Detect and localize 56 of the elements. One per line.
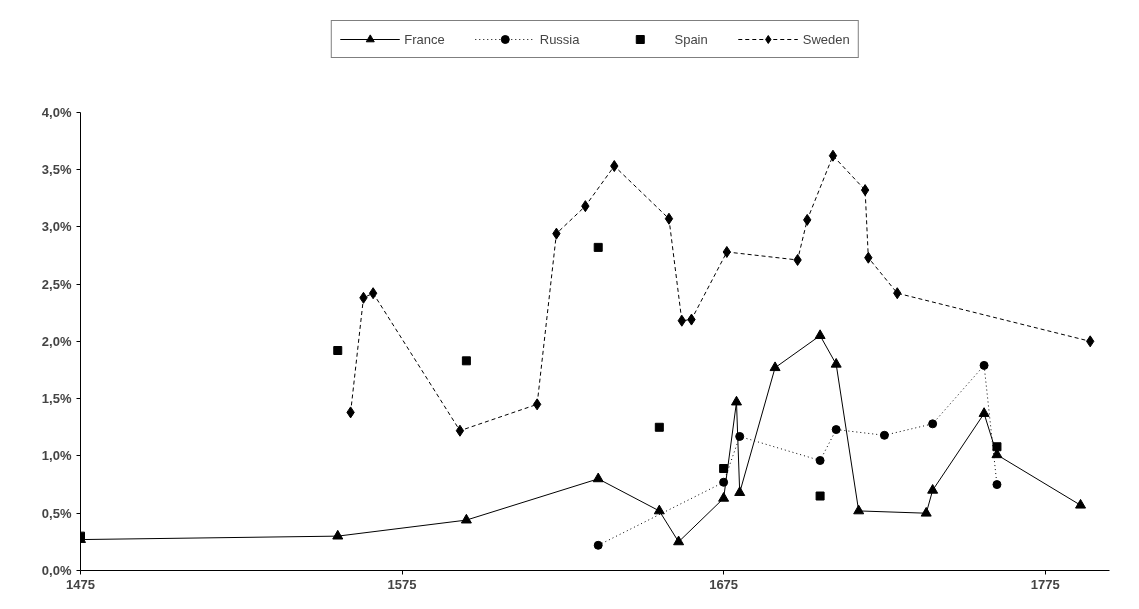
point <box>828 149 838 162</box>
y-tick-label: 2,0% <box>41 333 72 349</box>
point <box>814 329 826 339</box>
point <box>333 346 343 355</box>
point <box>928 419 938 429</box>
point <box>735 431 745 441</box>
point <box>879 430 889 440</box>
point <box>992 442 1002 452</box>
point <box>734 486 746 496</box>
point <box>815 491 825 501</box>
point <box>992 480 1002 490</box>
point <box>455 424 465 437</box>
point <box>673 535 685 546</box>
point <box>654 422 664 432</box>
point <box>664 212 674 225</box>
y-tick-label: 1,5% <box>41 391 72 407</box>
legend-label: Russia <box>539 31 580 47</box>
point <box>719 477 729 487</box>
legend-label: Spain <box>674 31 708 47</box>
point <box>769 361 781 372</box>
y-tick-label: 3,0% <box>41 219 72 235</box>
point <box>532 398 542 411</box>
point <box>831 425 841 435</box>
y-tick-label: 0,5% <box>41 505 72 521</box>
point <box>718 492 730 502</box>
x-tick-label: 1575 <box>387 576 417 592</box>
point <box>461 356 471 366</box>
y-tick-label: 1,0% <box>41 448 72 464</box>
point <box>592 472 604 483</box>
point <box>860 184 870 197</box>
x-tick-label: 1675 <box>709 576 739 592</box>
point <box>979 360 989 370</box>
point <box>460 513 472 524</box>
point <box>978 407 990 417</box>
y-tick-label: 0,0% <box>41 563 72 578</box>
x-tick-label: 1775 <box>1030 576 1060 592</box>
point <box>927 484 939 494</box>
point <box>730 395 742 406</box>
point <box>653 504 665 515</box>
point <box>853 504 865 515</box>
point <box>830 357 842 368</box>
point <box>719 464 729 474</box>
y-tick-label: 3,5% <box>41 161 72 177</box>
point <box>722 245 732 258</box>
point <box>332 529 344 540</box>
point <box>815 456 825 465</box>
y-tick-label: 4,0% <box>41 104 72 120</box>
point <box>593 242 603 252</box>
legend-label: France <box>404 31 445 47</box>
point <box>920 506 932 517</box>
y-tick-label: 2,5% <box>41 276 72 292</box>
point <box>593 540 603 550</box>
x-tick-label: 1475 <box>66 576 95 592</box>
point <box>1075 498 1087 509</box>
legend-label: Sweden <box>802 31 850 47</box>
point <box>368 287 378 300</box>
